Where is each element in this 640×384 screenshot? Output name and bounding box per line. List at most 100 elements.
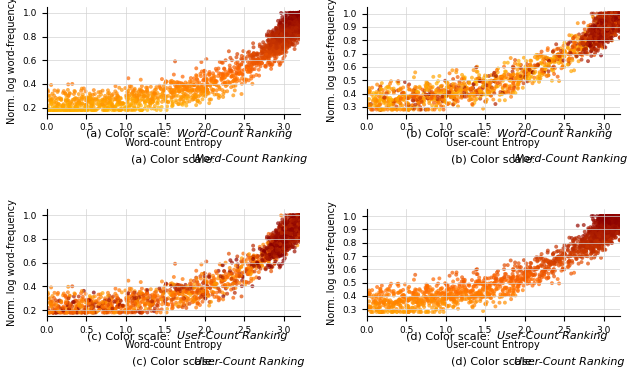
Point [115, 99, 125, 105]
Point [280, 234, 290, 240]
Point [241, 268, 252, 275]
Point [293, 23, 303, 29]
Point [594, 238, 604, 244]
Point [508, 80, 518, 86]
Point [250, 60, 260, 66]
Point [109, 306, 120, 313]
Point [274, 40, 284, 46]
Point [364, 298, 374, 305]
Point [128, 302, 138, 308]
Point [526, 260, 536, 266]
Point [566, 235, 577, 241]
Point [127, 90, 137, 96]
Point [552, 46, 562, 52]
Point [604, 218, 614, 225]
Point [614, 213, 625, 219]
Point [264, 251, 274, 257]
Point [277, 43, 287, 50]
Point [595, 30, 605, 36]
Point [599, 232, 609, 238]
Point [543, 257, 553, 263]
Point [612, 28, 623, 34]
Point [600, 230, 611, 236]
Point [388, 301, 399, 307]
Point [614, 216, 625, 222]
Point [481, 96, 492, 103]
Point [145, 97, 156, 103]
Point [590, 237, 600, 243]
Point [198, 89, 208, 95]
Point [84, 309, 95, 315]
Point [53, 290, 63, 296]
Point [614, 221, 625, 227]
Point [614, 213, 625, 219]
Point [294, 26, 305, 32]
Point [605, 219, 616, 225]
Point [394, 297, 404, 303]
Point [603, 237, 613, 243]
Point [294, 20, 305, 26]
Point [593, 26, 603, 32]
Point [472, 76, 483, 83]
Point [508, 71, 518, 78]
Point [372, 81, 382, 88]
Point [588, 229, 598, 235]
Point [288, 21, 298, 27]
Point [72, 101, 83, 108]
Point [602, 217, 612, 223]
Point [82, 310, 92, 316]
Point [392, 96, 402, 103]
Point [404, 309, 414, 315]
Point [613, 17, 623, 23]
Point [419, 95, 429, 101]
Point [291, 17, 301, 23]
Point [66, 310, 76, 316]
Point [440, 91, 451, 97]
Point [294, 212, 305, 218]
Point [220, 268, 230, 275]
Point [611, 13, 621, 20]
Point [372, 104, 382, 110]
Point [608, 224, 618, 230]
Point [271, 237, 281, 243]
Point [285, 12, 295, 18]
Point [419, 293, 429, 299]
Point [294, 28, 305, 34]
Point [294, 25, 305, 31]
Point [609, 10, 620, 17]
Point [180, 293, 191, 300]
Point [46, 100, 56, 106]
Point [294, 212, 305, 218]
Point [596, 18, 606, 25]
Point [294, 214, 305, 220]
Point [396, 298, 406, 304]
Point [284, 229, 294, 235]
Point [256, 50, 266, 56]
Point [592, 29, 602, 35]
Point [70, 104, 81, 111]
Point [554, 51, 564, 57]
Point [278, 236, 288, 242]
Point [71, 107, 81, 113]
Point [285, 212, 295, 218]
Point [590, 34, 600, 40]
Point [398, 106, 408, 113]
Point [294, 212, 305, 218]
Point [581, 45, 591, 51]
Point [278, 249, 289, 255]
Point [292, 218, 302, 225]
Point [160, 93, 170, 99]
Point [248, 51, 259, 58]
Point [475, 88, 485, 94]
Point [598, 240, 609, 247]
Point [266, 241, 276, 247]
Point [596, 237, 606, 243]
Point [415, 85, 425, 91]
Point [410, 88, 420, 94]
Point [88, 294, 98, 300]
Point [465, 86, 475, 93]
Point [277, 17, 287, 23]
Point [289, 221, 299, 227]
Point [280, 226, 290, 232]
Point [591, 48, 601, 54]
